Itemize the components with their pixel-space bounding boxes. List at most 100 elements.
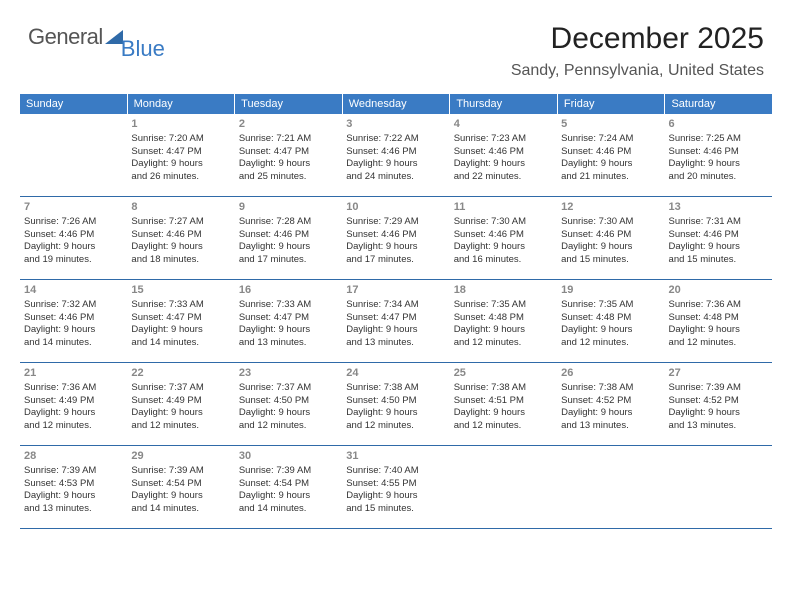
day-info-line: Sunrise: 7:30 AM xyxy=(454,216,553,229)
day-info-line: Daylight: 9 hours xyxy=(561,324,660,337)
day-info-line: Sunrise: 7:35 AM xyxy=(561,299,660,312)
day-info-line: Sunset: 4:46 PM xyxy=(346,146,445,159)
day-number: 24 xyxy=(346,366,445,381)
day-cell: 28Sunrise: 7:39 AMSunset: 4:53 PMDayligh… xyxy=(20,446,127,528)
day-info-line: Sunset: 4:53 PM xyxy=(24,478,123,491)
day-info-line: Sunset: 4:47 PM xyxy=(131,146,230,159)
logo-blue-text: Blue xyxy=(121,36,165,62)
day-info-line: and 12 minutes. xyxy=(24,420,123,433)
day-cell: 11Sunrise: 7:30 AMSunset: 4:46 PMDayligh… xyxy=(450,197,557,279)
day-info-line: Daylight: 9 hours xyxy=(669,241,768,254)
day-info-line: Sunset: 4:52 PM xyxy=(669,395,768,408)
day-info-line: Sunrise: 7:29 AM xyxy=(346,216,445,229)
day-info-line: and 24 minutes. xyxy=(346,171,445,184)
day-info-line: and 17 minutes. xyxy=(239,254,338,267)
day-info-line: and 14 minutes. xyxy=(239,503,338,516)
day-number: 9 xyxy=(239,200,338,215)
day-info-line: Sunrise: 7:23 AM xyxy=(454,133,553,146)
day-info-line: Sunrise: 7:39 AM xyxy=(131,465,230,478)
day-cell: 7Sunrise: 7:26 AMSunset: 4:46 PMDaylight… xyxy=(20,197,127,279)
day-cell: 19Sunrise: 7:35 AMSunset: 4:48 PMDayligh… xyxy=(557,280,664,362)
day-info-line: Sunset: 4:46 PM xyxy=(561,229,660,242)
week-row: 28Sunrise: 7:39 AMSunset: 4:53 PMDayligh… xyxy=(20,446,772,529)
day-info-line: Sunrise: 7:20 AM xyxy=(131,133,230,146)
day-info-line: Sunset: 4:51 PM xyxy=(454,395,553,408)
day-cell: 4Sunrise: 7:23 AMSunset: 4:46 PMDaylight… xyxy=(450,114,557,196)
day-info-line: and 21 minutes. xyxy=(561,171,660,184)
day-info-line: Sunset: 4:47 PM xyxy=(239,146,338,159)
day-info-line: Sunset: 4:47 PM xyxy=(131,312,230,325)
day-info-line: Sunrise: 7:27 AM xyxy=(131,216,230,229)
day-info-line: Daylight: 9 hours xyxy=(454,241,553,254)
day-info-line: and 12 minutes. xyxy=(346,420,445,433)
day-info-line: Sunset: 4:54 PM xyxy=(239,478,338,491)
day-info-line: and 15 minutes. xyxy=(669,254,768,267)
dow-header-cell: Tuesday xyxy=(235,94,343,114)
day-info-line: Sunrise: 7:26 AM xyxy=(24,216,123,229)
day-info-line: Sunrise: 7:37 AM xyxy=(131,382,230,395)
day-info-line: Sunset: 4:46 PM xyxy=(239,229,338,242)
day-info-line: Sunrise: 7:39 AM xyxy=(24,465,123,478)
day-info-line: Sunset: 4:46 PM xyxy=(454,229,553,242)
week-row: 7Sunrise: 7:26 AMSunset: 4:46 PMDaylight… xyxy=(20,197,772,280)
day-info-line: and 18 minutes. xyxy=(131,254,230,267)
day-info-line: and 12 minutes. xyxy=(131,420,230,433)
day-cell: 3Sunrise: 7:22 AMSunset: 4:46 PMDaylight… xyxy=(342,114,449,196)
day-cell: 10Sunrise: 7:29 AMSunset: 4:46 PMDayligh… xyxy=(342,197,449,279)
day-info-line: Sunrise: 7:24 AM xyxy=(561,133,660,146)
day-number: 2 xyxy=(239,117,338,132)
day-info-line: and 13 minutes. xyxy=(669,420,768,433)
day-number: 4 xyxy=(454,117,553,132)
day-info-line: Sunset: 4:46 PM xyxy=(346,229,445,242)
day-info-line: Sunrise: 7:25 AM xyxy=(669,133,768,146)
day-info-line: Sunrise: 7:39 AM xyxy=(669,382,768,395)
day-number: 12 xyxy=(561,200,660,215)
day-cell: 17Sunrise: 7:34 AMSunset: 4:47 PMDayligh… xyxy=(342,280,449,362)
day-info-line: and 19 minutes. xyxy=(24,254,123,267)
day-info-line: Sunrise: 7:33 AM xyxy=(131,299,230,312)
day-info-line: and 22 minutes. xyxy=(454,171,553,184)
day-info-line: and 17 minutes. xyxy=(346,254,445,267)
day-info-line: Daylight: 9 hours xyxy=(561,407,660,420)
day-cell: 27Sunrise: 7:39 AMSunset: 4:52 PMDayligh… xyxy=(665,363,772,445)
day-info-line: Sunset: 4:46 PM xyxy=(454,146,553,159)
day-cell: 16Sunrise: 7:33 AMSunset: 4:47 PMDayligh… xyxy=(235,280,342,362)
dow-header-row: SundayMondayTuesdayWednesdayThursdayFrid… xyxy=(20,94,772,114)
day-info-line: Sunrise: 7:35 AM xyxy=(454,299,553,312)
dow-header-cell: Monday xyxy=(128,94,236,114)
day-number: 27 xyxy=(669,366,768,381)
day-info-line: and 13 minutes. xyxy=(346,337,445,350)
day-info-line: Daylight: 9 hours xyxy=(24,407,123,420)
day-info-line: Sunset: 4:49 PM xyxy=(131,395,230,408)
day-info-line: Sunset: 4:54 PM xyxy=(131,478,230,491)
day-info-line: and 16 minutes. xyxy=(454,254,553,267)
day-cell xyxy=(665,446,772,528)
day-cell: 13Sunrise: 7:31 AMSunset: 4:46 PMDayligh… xyxy=(665,197,772,279)
day-info-line: Daylight: 9 hours xyxy=(561,241,660,254)
day-info-line: Daylight: 9 hours xyxy=(669,407,768,420)
day-cell: 5Sunrise: 7:24 AMSunset: 4:46 PMDaylight… xyxy=(557,114,664,196)
day-info-line: Daylight: 9 hours xyxy=(131,158,230,171)
day-cell: 2Sunrise: 7:21 AMSunset: 4:47 PMDaylight… xyxy=(235,114,342,196)
day-cell: 31Sunrise: 7:40 AMSunset: 4:55 PMDayligh… xyxy=(342,446,449,528)
day-info-line: and 14 minutes. xyxy=(24,337,123,350)
day-cell: 25Sunrise: 7:38 AMSunset: 4:51 PMDayligh… xyxy=(450,363,557,445)
title-block: December 2025 Sandy, Pennsylvania, Unite… xyxy=(511,22,764,80)
day-info-line: Sunset: 4:47 PM xyxy=(239,312,338,325)
day-number: 11 xyxy=(454,200,553,215)
day-number: 19 xyxy=(561,283,660,298)
day-info-line: Sunrise: 7:22 AM xyxy=(346,133,445,146)
day-info-line: Sunrise: 7:38 AM xyxy=(454,382,553,395)
day-info-line: Daylight: 9 hours xyxy=(131,490,230,503)
day-info-line: and 15 minutes. xyxy=(561,254,660,267)
day-cell xyxy=(450,446,557,528)
day-info-line: Daylight: 9 hours xyxy=(24,324,123,337)
day-cell: 15Sunrise: 7:33 AMSunset: 4:47 PMDayligh… xyxy=(127,280,234,362)
day-number: 22 xyxy=(131,366,230,381)
day-info-line: Daylight: 9 hours xyxy=(24,241,123,254)
day-number: 7 xyxy=(24,200,123,215)
day-number: 31 xyxy=(346,449,445,464)
day-number: 17 xyxy=(346,283,445,298)
day-number: 18 xyxy=(454,283,553,298)
day-cell: 26Sunrise: 7:38 AMSunset: 4:52 PMDayligh… xyxy=(557,363,664,445)
